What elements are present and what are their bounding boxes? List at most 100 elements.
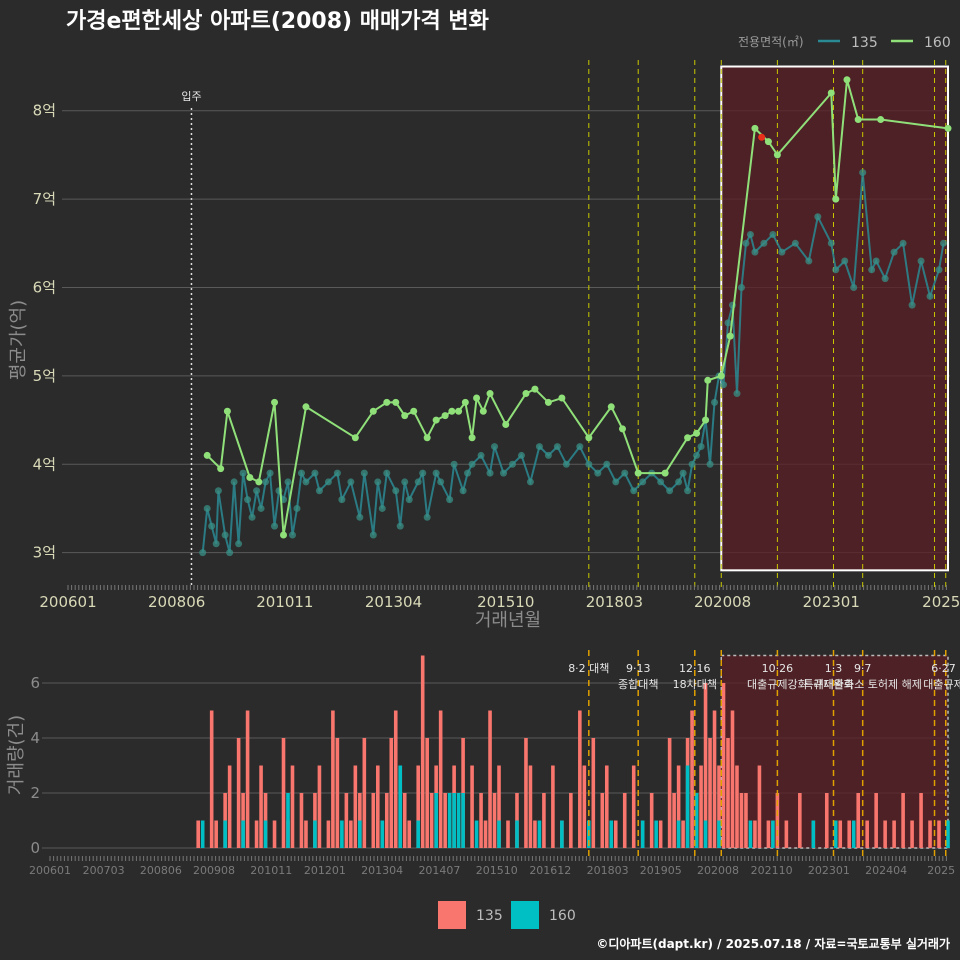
source-footer: ©디아파트(dapt.kr) / 2025.07.18 / 자료=국토교통부 실… <box>596 936 950 951</box>
series-135-point <box>639 478 647 486</box>
bar-135 <box>438 710 443 848</box>
bar-135 <box>524 738 528 848</box>
policy-label: 9·13 <box>626 662 651 675</box>
series-160-point <box>693 429 701 437</box>
series-135-point <box>697 443 705 451</box>
series-160-point <box>726 332 734 340</box>
series-160-point <box>448 407 456 415</box>
x-tick-label: 202008 <box>694 593 751 611</box>
series-135-point <box>612 478 620 486</box>
series-160-point <box>479 407 487 415</box>
bar-135 <box>672 793 676 848</box>
bar-135 <box>371 793 376 848</box>
series-135-point <box>711 398 719 406</box>
series-135-point <box>486 469 494 477</box>
policy-label: 6·27 <box>931 662 956 675</box>
series-135-point <box>508 460 516 468</box>
bar-160 <box>560 820 564 848</box>
series-160-point <box>280 531 288 539</box>
volume-x-tick-label: 200601 <box>29 864 71 877</box>
series-135-point <box>742 239 750 247</box>
series-135-point <box>827 239 835 247</box>
legend-bottom-label-135: 135 <box>476 908 503 924</box>
bar-135 <box>416 765 421 848</box>
highlight-point <box>758 133 766 141</box>
policy-lines <box>588 60 947 588</box>
series-160-point <box>455 407 463 415</box>
series-135-point <box>805 257 813 265</box>
series-135-point <box>446 496 454 504</box>
bar-135 <box>542 793 546 848</box>
legend-label-135: 135 <box>851 35 878 51</box>
bar-135 <box>259 765 263 848</box>
policy-label: 특례대출축소 토허제 해제 <box>804 677 922 691</box>
series-160-point <box>751 124 759 132</box>
series-135-point <box>832 266 840 274</box>
series-160-point <box>944 124 952 132</box>
series-135-point <box>477 451 485 459</box>
series-135-point <box>333 469 341 477</box>
series-160-point <box>502 420 510 428</box>
bar-160 <box>286 793 290 848</box>
bar-160 <box>398 765 403 848</box>
series-135-point <box>684 487 692 495</box>
series-135-point <box>226 549 234 557</box>
series-135-point <box>666 487 674 495</box>
price-y-ticks: 3억 4억 5억 6억 7억 8억 <box>33 102 56 562</box>
series-135-point <box>302 478 310 486</box>
policy-label: 대출규제강화 <box>747 678 808 691</box>
bar-160 <box>200 820 205 848</box>
volume-x-tick-label: 201304 <box>361 864 403 877</box>
series-135-point <box>315 487 323 495</box>
y-tick-label: 3억 <box>33 544 56 562</box>
bar-135 <box>622 793 627 848</box>
series-135-point <box>850 283 858 291</box>
series-160-point <box>531 385 539 393</box>
bar-135 <box>600 793 605 848</box>
series-160-point <box>854 116 862 124</box>
series-135-point <box>239 469 247 477</box>
bar-135 <box>389 738 394 848</box>
bar-135 <box>488 710 492 848</box>
volume-y-tick-label: 2 <box>30 784 40 802</box>
series-135-point <box>778 248 786 256</box>
bar-135 <box>304 820 308 848</box>
series-135-point <box>244 496 252 504</box>
volume-legend: 135 160 <box>438 901 576 929</box>
series-135-point <box>630 487 638 495</box>
series-135-point <box>576 443 584 451</box>
volume-x-tick-label: 201011 <box>250 864 292 877</box>
bar-135 <box>798 793 802 848</box>
x-tick-label: 201011 <box>256 593 313 611</box>
bar-160 <box>456 793 461 848</box>
series-135-point <box>935 266 943 274</box>
bar-160 <box>640 820 645 848</box>
bar-135 <box>865 820 869 848</box>
series-160-point <box>432 416 440 424</box>
bar-135 <box>335 738 340 848</box>
series-135-point <box>468 460 476 468</box>
volume-policy-lines <box>588 650 947 856</box>
bar-160 <box>358 820 362 848</box>
bar-135 <box>874 793 878 848</box>
bar-160 <box>416 820 421 848</box>
bar-135 <box>838 820 843 848</box>
volume-bars <box>196 655 950 848</box>
bar-135 <box>349 820 353 848</box>
bar-160 <box>654 820 658 848</box>
price-x-ticks: 200601 200806 201011 201304 201510 201803 2020… <box>39 585 960 611</box>
series-160-point <box>255 478 263 486</box>
series-135-point <box>450 460 458 468</box>
bar-135 <box>928 820 932 848</box>
bar-135 <box>506 820 510 848</box>
series-160-point <box>832 195 840 203</box>
bar-160 <box>380 820 385 848</box>
series-135-point <box>401 478 409 486</box>
bar-135 <box>497 765 501 848</box>
series-135-point <box>751 248 759 256</box>
series-135-point <box>760 239 768 247</box>
series-135-point <box>383 469 391 477</box>
bar-160 <box>717 820 721 848</box>
series-160-point <box>302 403 310 411</box>
series-160-point <box>203 451 211 459</box>
